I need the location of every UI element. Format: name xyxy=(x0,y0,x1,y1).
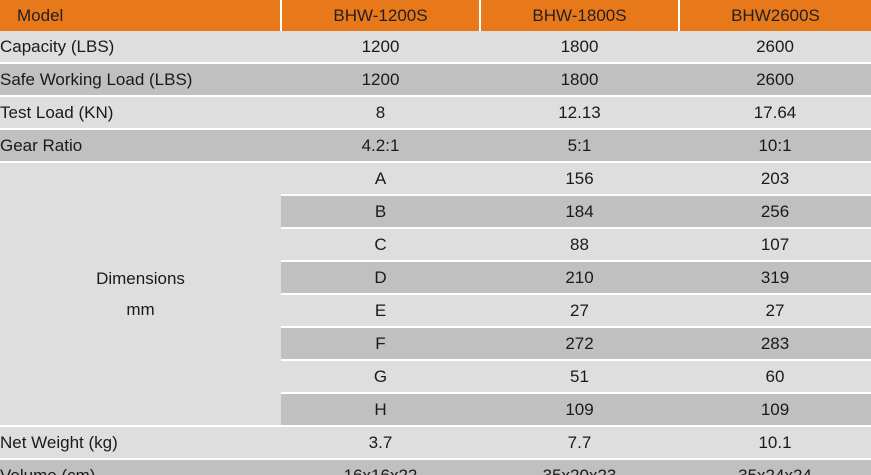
row-label-safe-working-load: Safe Working Load (LBS) xyxy=(0,63,281,97)
cell-gear-ratio-3: 10:1 xyxy=(679,129,871,163)
cell-dim-h-1: 109 xyxy=(480,393,679,427)
cell-dim-f-1: 272 xyxy=(480,327,679,361)
cell-test-load-3: 17.64 xyxy=(679,96,871,130)
header-cell-model-3: BHW2600S xyxy=(679,0,871,31)
dimension-letter-h: H xyxy=(281,393,480,427)
dimensions-label-line2: mm xyxy=(126,300,155,319)
table-row-safe-working-load: Safe Working Load (LBS) 1200 1800 2600 xyxy=(0,63,871,97)
cell-dim-g-2: 60 xyxy=(679,360,871,394)
header-cell-model: Model xyxy=(0,0,282,31)
row-label-volume: Volume (cm) xyxy=(0,459,281,475)
cell-test-load-2: 12.13 xyxy=(480,96,679,130)
dimension-letter-a: A xyxy=(281,162,480,196)
cell-dim-b-1: 184 xyxy=(480,195,679,229)
cell-swl-1: 1200 xyxy=(281,63,480,97)
cell-dim-c-1: 88 xyxy=(480,228,679,262)
dimensions-label-line1: Dimensions xyxy=(96,269,185,288)
table-header-row: Model BHW-1200S BHW-1800S BHW2600S xyxy=(0,0,871,31)
dimension-letter-e: E xyxy=(281,294,480,328)
cell-gear-ratio-1: 4.2:1 xyxy=(281,129,480,163)
header-cell-model-2: BHW-1800S xyxy=(480,0,680,31)
table-row-dimension-h: H 109 109 109 xyxy=(0,393,871,427)
table-row-test-load: Test Load (KN) 8 12.13 17.64 xyxy=(0,96,871,130)
cell-dim-g-1: 51 xyxy=(480,360,679,394)
table-row-net-weight: Net Weight (kg) 3.7 7.7 10.1 xyxy=(0,426,871,460)
dimension-letter-f: F xyxy=(281,327,480,361)
table-row-volume: Volume (cm) 16x16x22 35x20x23 35x24x24 xyxy=(0,459,871,475)
table-row-gear-ratio: Gear Ratio 4.2:1 5:1 10:1 xyxy=(0,129,871,163)
row-label-capacity: Capacity (LBS) xyxy=(0,31,281,64)
row-label-gear-ratio: Gear Ratio xyxy=(0,129,281,163)
cell-volume-1: 16x16x22 xyxy=(281,459,480,475)
cell-volume-3: 35x24x24 xyxy=(679,459,871,475)
cell-volume-2: 35x20x23 xyxy=(480,459,679,475)
table-row-dimension-g: G 51 60 63 xyxy=(0,360,871,394)
cell-capacity-1: 1200 xyxy=(281,31,480,64)
cell-dim-b-2: 256 xyxy=(679,195,871,229)
table-row-dimension-d: D 210 319 319 xyxy=(0,261,871,295)
dimension-letter-b: B xyxy=(281,195,480,229)
dimension-letter-c: C xyxy=(281,228,480,262)
cell-dim-e-1: 27 xyxy=(480,294,679,328)
cell-dim-a-1: 156 xyxy=(480,162,679,196)
cell-net-weight-3: 10.1 xyxy=(679,426,871,460)
cell-gear-ratio-2: 5:1 xyxy=(480,129,679,163)
table-row-dimension-a: Dimensions mm A 156 203 216 xyxy=(0,162,871,427)
cell-swl-2: 1800 xyxy=(480,63,679,97)
cell-dim-e-2: 27 xyxy=(679,294,871,328)
table-row-capacity: Capacity (LBS) 1200 1800 2600 xyxy=(0,31,871,64)
cell-swl-3: 2600 xyxy=(679,63,871,97)
cell-capacity-3: 2600 xyxy=(679,31,871,64)
cell-dim-c-2: 107 xyxy=(679,228,871,262)
table-row-dimension-c: C 88 107 127 xyxy=(0,228,871,262)
cell-net-weight-2: 7.7 xyxy=(480,426,679,460)
row-label-net-weight: Net Weight (kg) xyxy=(0,426,281,460)
dimension-letter-g: G xyxy=(281,360,480,394)
cell-net-weight-1: 3.7 xyxy=(281,426,480,460)
table-row-dimension-f: F 272 283 305 xyxy=(0,327,871,361)
header-cell-model-1: BHW-1200S xyxy=(281,0,481,31)
cell-dim-d-1: 210 xyxy=(480,261,679,295)
dimension-letter-d: D xyxy=(281,261,480,295)
row-label-test-load: Test Load (KN) xyxy=(0,96,281,130)
cell-dim-f-2: 283 xyxy=(679,327,871,361)
cell-dim-h-2: 109 xyxy=(679,393,871,427)
table-row-dimension-e: E 27 27 27 xyxy=(0,294,871,328)
cell-dim-d-2: 319 xyxy=(679,261,871,295)
cell-test-load-1: 8 xyxy=(281,96,480,130)
cell-capacity-2: 1800 xyxy=(480,31,679,64)
dimensions-label-cell: Dimensions mm xyxy=(0,162,281,427)
table-row-dimension-b: B 184 256 293 xyxy=(0,195,871,229)
cell-dim-a-2: 203 xyxy=(679,162,871,196)
